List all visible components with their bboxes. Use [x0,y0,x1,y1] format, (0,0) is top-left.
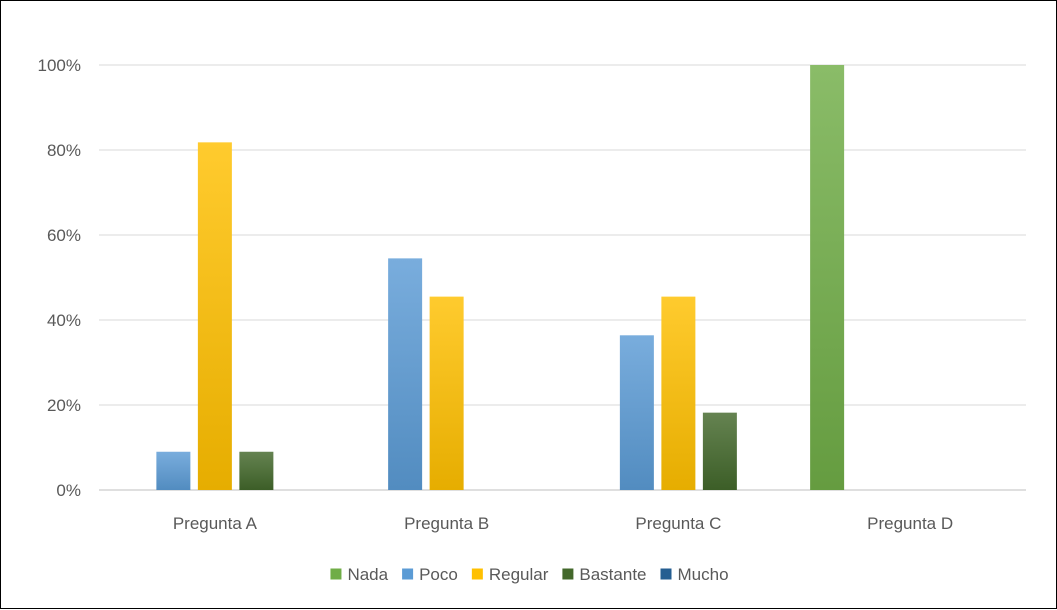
legend-label: Nada [347,565,388,584]
y-tick-label: 80% [47,141,81,160]
y-tick-label: 40% [47,311,81,330]
bar-regular-3 [661,296,696,490]
legend: Nada Poco Regular Bastante Mucho [330,565,729,584]
bar-bastante-3 [702,412,737,490]
bar-bastante-1 [239,451,274,490]
x-category-label: Pregunta D [867,514,953,533]
y-tick-label: 100% [38,56,81,75]
legend-swatch [660,568,672,580]
x-category-label: Pregunta C [635,514,721,533]
legend-item-bastante: Bastante [562,565,647,584]
y-tick-label: 20% [47,396,81,415]
legend-label: Bastante [579,565,646,584]
legend-item-regular: Regular [471,565,549,584]
bar-regular-1 [197,142,232,490]
bars [156,65,845,490]
legend-swatch [562,568,574,580]
legend-item-nada: Nada [330,565,389,584]
legend-swatch [330,568,342,580]
bar-nada-4 [810,65,845,490]
x-axis-categories: Pregunta A Pregunta B Pregunta C Pregunta D [173,514,953,533]
y-axis-ticks: 0% 20% 40% 60% 80% 100% [38,56,81,500]
legend-item-poco: Poco [402,565,458,584]
bar-poco-1 [156,451,191,490]
bar-regular-2 [429,296,464,490]
x-category-label: Pregunta A [173,514,258,533]
y-tick-label: 0% [56,481,81,500]
legend-swatch [402,568,414,580]
y-tick-label: 60% [47,226,81,245]
legend-label: Regular [489,565,549,584]
legend-swatch [471,568,483,580]
x-category-label: Pregunta B [404,514,489,533]
bar-poco-3 [619,335,654,490]
gridlines [99,64,1026,491]
bar-poco-2 [388,258,423,490]
legend-label: Mucho [678,565,729,584]
legend-item-mucho: Mucho [660,565,729,584]
legend-label: Poco [419,565,458,584]
